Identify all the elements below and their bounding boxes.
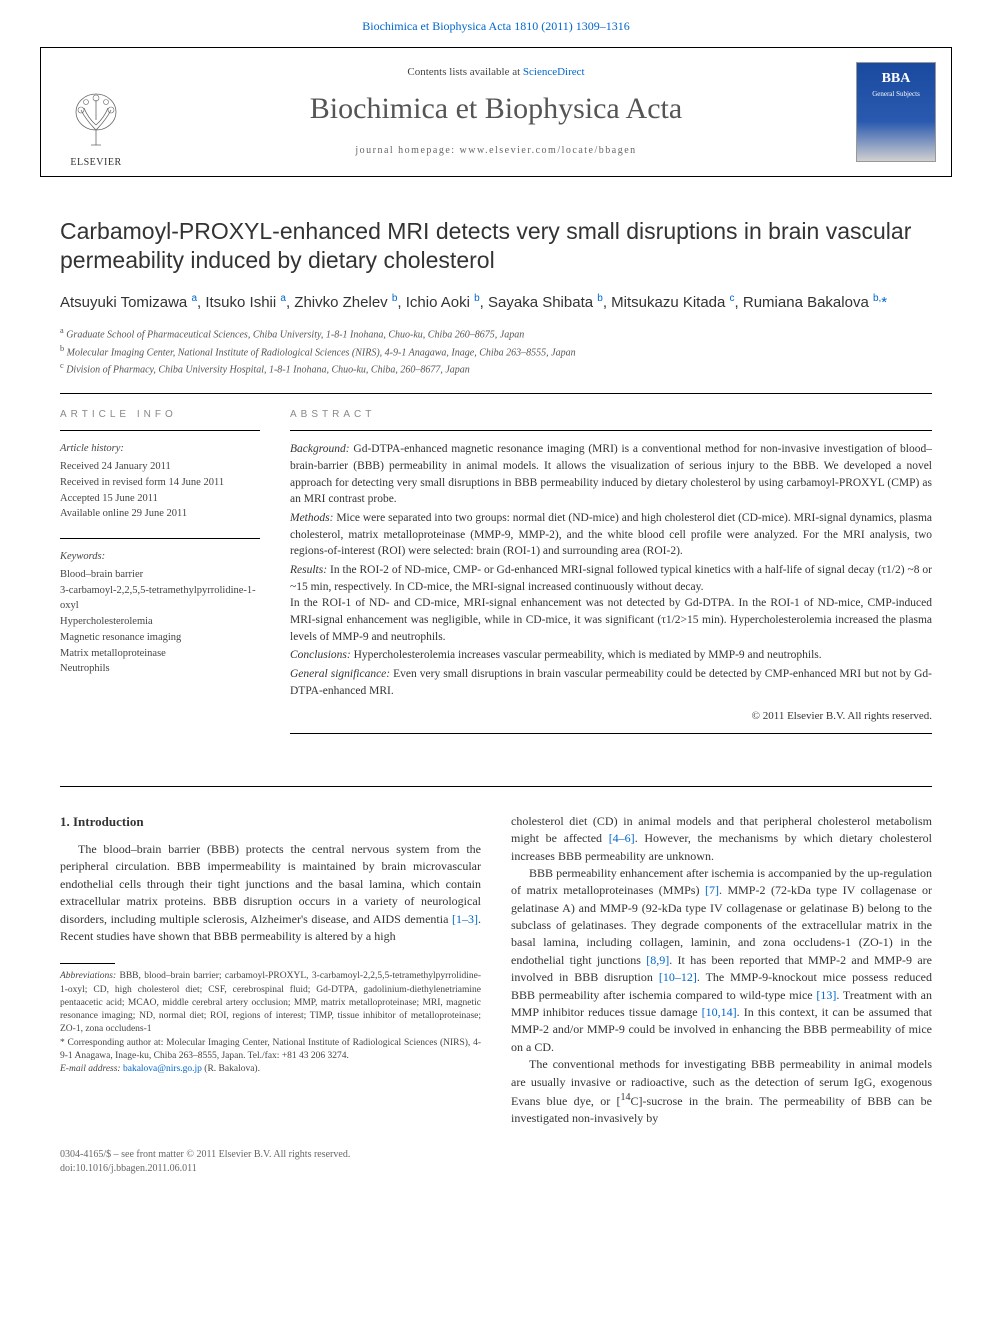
article-title: Carbamoyl-PROXYL-enhanced MRI detects ve… — [60, 217, 932, 275]
contents-prefix: Contents lists available at — [407, 66, 522, 78]
doi-line: doi:10.1016/j.bbagen.2011.06.011 — [60, 1162, 350, 1176]
journal-name: Biochimica et Biophysica Acta — [151, 88, 841, 130]
ref-link[interactable]: [10–12] — [659, 970, 697, 984]
body-divider — [60, 786, 932, 787]
elsevier-tree-icon — [66, 90, 126, 150]
article-info-column: ARTICLE INFO Article history: Received 2… — [60, 408, 260, 743]
intro-para-1: The blood–brain barrier (BBB) protects t… — [60, 841, 481, 945]
body-left-column: 1. Introduction The blood–brain barrier … — [60, 813, 481, 1128]
keywords-block: Keywords: Blood–brain barrier3-carbamoyl… — [60, 549, 260, 677]
front-matter-line: 0304-4165/$ – see front matter © 2011 El… — [60, 1148, 350, 1162]
corresponding-note: * Corresponding author at: Molecular Ima… — [60, 1037, 481, 1064]
keyword: Matrix metalloproteinase — [60, 646, 260, 662]
citation-header: Biochimica et Biophysica Acta 1810 (2011… — [0, 0, 992, 47]
email-suffix: (R. Bakalova). — [204, 1064, 260, 1074]
cover-sub: General Subjects — [872, 90, 920, 100]
homepage-url: www.elsevier.com/locate/bbagen — [460, 145, 637, 156]
ref-link[interactable]: [4–6] — [609, 831, 635, 845]
journal-masthead: ELSEVIER Contents lists available at Sci… — [40, 47, 952, 177]
history-line: Accepted 15 June 2011 — [60, 491, 260, 507]
abstract-column: ABSTRACT Background: Gd-DTPA-enhanced ma… — [290, 408, 932, 743]
intro-para-cont: cholesterol diet (CD) in animal models a… — [511, 813, 932, 865]
footnote-divider — [60, 963, 115, 964]
history-line: Received in revised form 14 June 2011 — [60, 475, 260, 491]
ref-link[interactable]: [8,9] — [646, 953, 669, 967]
journal-cover-thumb: BBA General Subjects — [856, 62, 936, 162]
history-line: Received 24 January 2011 — [60, 459, 260, 475]
author-list: Atsuyuki Tomizawa a, Itsuko Ishii a, Zhi… — [60, 292, 932, 313]
info-rule-2 — [60, 538, 260, 539]
copyright-line: © 2011 Elsevier B.V. All rights reserved… — [290, 709, 932, 724]
keyword: Neutrophils — [60, 661, 260, 677]
contents-line: Contents lists available at ScienceDirec… — [151, 65, 841, 80]
abstract-body: Background: Gd-DTPA-enhanced magnetic re… — [290, 441, 932, 699]
footnotes: Abbreviations: BBB, blood–brain barrier;… — [60, 970, 481, 1076]
info-rule — [60, 430, 260, 431]
publisher-name: ELSEVIER — [70, 156, 121, 170]
affiliations: a Graduate School of Pharmaceutical Scie… — [60, 325, 932, 377]
history-label: Article history: — [60, 441, 260, 457]
divider — [60, 393, 932, 394]
keyword: Blood–brain barrier — [60, 567, 260, 583]
corr-label: * Corresponding author at: — [60, 1038, 163, 1048]
homepage-prefix: journal homepage: — [355, 145, 459, 156]
ref-link[interactable]: [10,14] — [702, 1005, 737, 1019]
abbreviations-note: Abbreviations: BBB, blood–brain barrier;… — [60, 970, 481, 1036]
email-label: E-mail address: — [60, 1064, 121, 1074]
info-heading: ARTICLE INFO — [60, 408, 260, 422]
footer-left: 0304-4165/$ – see front matter © 2011 El… — [60, 1148, 350, 1176]
abstract-end-rule — [290, 733, 932, 734]
page-footer: 0304-4165/$ – see front matter © 2011 El… — [0, 1128, 992, 1206]
keyword: 3-carbamoyl-2,2,5,5-tetramethylpyrrolidi… — [60, 583, 260, 615]
intro-heading: 1. Introduction — [60, 813, 481, 831]
ref-link[interactable]: [1–3] — [452, 912, 478, 926]
intro-para-2: BBB permeability enhancement after ische… — [511, 865, 932, 1056]
publisher-block: ELSEVIER — [41, 48, 151, 176]
keyword: Magnetic resonance imaging — [60, 630, 260, 646]
abbrev-text: BBB, blood–brain barrier; carbamoyl-PROX… — [60, 971, 481, 1034]
abbrev-label: Abbreviations: — [60, 971, 116, 981]
history-line: Available online 29 June 2011 — [60, 506, 260, 522]
keywords-label: Keywords: — [60, 549, 260, 565]
ref-link[interactable]: [13] — [816, 988, 836, 1002]
abstract-rule — [290, 430, 932, 431]
email-link[interactable]: bakalova@nirs.go.jp — [123, 1064, 202, 1074]
ref-link[interactable]: [7] — [705, 883, 719, 897]
citation-link[interactable]: Biochimica et Biophysica Acta 1810 (2011… — [362, 19, 630, 33]
abstract-heading: ABSTRACT — [290, 408, 932, 422]
intro-para-3: The conventional methods for investigati… — [511, 1056, 932, 1128]
journal-homepage: journal homepage: www.elsevier.com/locat… — [151, 144, 841, 158]
masthead-center: Contents lists available at ScienceDirec… — [151, 57, 841, 166]
email-note: E-mail address: bakalova@nirs.go.jp (R. … — [60, 1063, 481, 1076]
cover-block: BBA General Subjects — [841, 48, 951, 176]
keyword: Hypercholesterolemia — [60, 614, 260, 630]
cover-label: BBA — [882, 69, 911, 89]
article-history: Article history: Received 24 January 201… — [60, 441, 260, 522]
body-right-column: cholesterol diet (CD) in animal models a… — [511, 813, 932, 1128]
sciencedirect-link[interactable]: ScienceDirect — [523, 66, 585, 78]
